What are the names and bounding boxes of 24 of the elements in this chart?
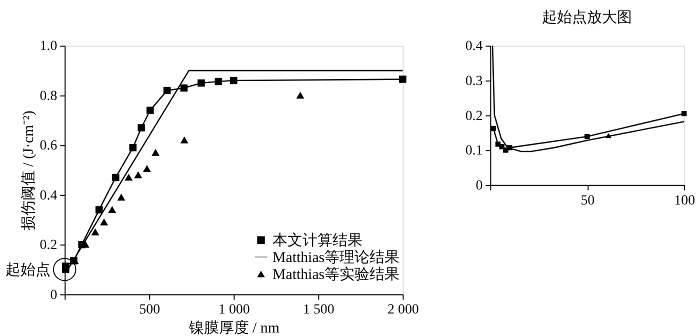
x-axis-title: 镍膜厚度 / nm <box>188 320 280 336</box>
y-tick-label: 0.3 <box>465 74 483 89</box>
x-tick-label: 1 000 <box>218 302 250 318</box>
y-tick-label: 1.0 <box>40 39 58 54</box>
y-tick-label: 0.4 <box>465 39 483 54</box>
annotation: 起始点 <box>6 261 51 278</box>
x-tick-label: 1 500 <box>303 302 334 318</box>
y-tick-label: 0.6 <box>40 138 58 154</box>
legend-label: Matthias等理论结果 <box>272 248 400 266</box>
x-tick-label: 2 000 <box>388 302 419 318</box>
y-tick-label: 0 <box>476 178 483 194</box>
x-tick-label: 50 <box>580 193 595 208</box>
x-tick-label: 100 <box>674 193 696 208</box>
chart-title: 起始点放大图 <box>542 8 632 26</box>
x-tick-label: 500 <box>139 302 160 318</box>
y-tick-label: 0 <box>50 288 58 303</box>
y-tick-label: 0.2 <box>40 238 58 254</box>
y-axis-title: 损伤阈值 / (J·cm⁻²) <box>20 110 37 230</box>
y-tick-label: 0.8 <box>40 88 58 104</box>
y-tick-label: 0.1 <box>465 144 483 159</box>
y-tick-label: 0.4 <box>40 188 58 204</box>
y-tick-label: 0.2 <box>465 108 483 124</box>
legend-label: Matthias等实验结果 <box>272 266 400 283</box>
legend-label: 本文计算结果 <box>272 232 362 250</box>
